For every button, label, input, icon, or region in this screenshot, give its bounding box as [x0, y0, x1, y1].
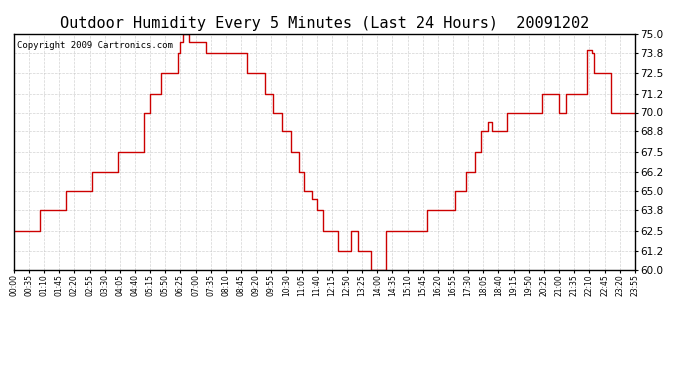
Title: Outdoor Humidity Every 5 Minutes (Last 24 Hours)  20091202: Outdoor Humidity Every 5 Minutes (Last 2…	[59, 16, 589, 31]
Text: Copyright 2009 Cartronics.com: Copyright 2009 Cartronics.com	[17, 41, 172, 50]
